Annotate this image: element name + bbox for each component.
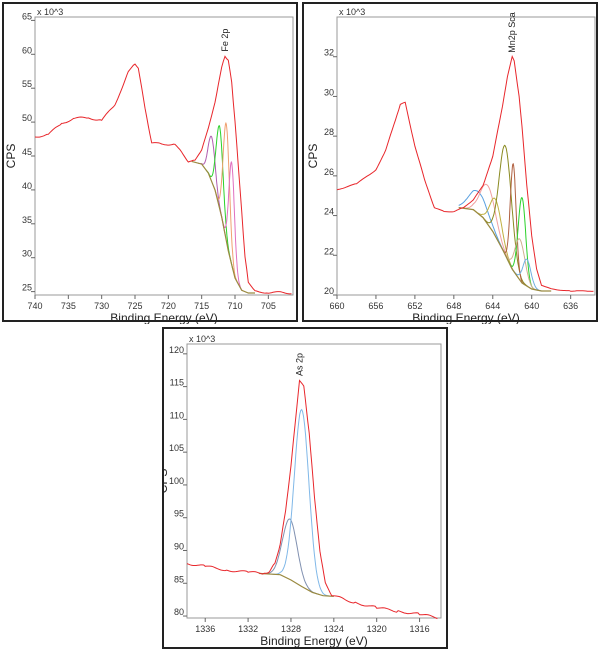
mn-2p-chart: 660 656 652 648 644 640 636 20 22 24 26 28 30 32 Bindi… (302, 2, 598, 324)
component-peak (458, 190, 516, 273)
x-tick-label: 652 (407, 301, 422, 311)
component-peak (260, 518, 320, 595)
y-multiplier: x 10^3 (37, 7, 63, 17)
component-peak (213, 121, 240, 286)
plot-area (34, 16, 294, 296)
fe-2p-chart: 740 735 730 725 720 715 710 705 25 30 35 40 45 50 55 60… (2, 2, 298, 324)
y-tick-label: 100 (169, 476, 184, 486)
plot-area (186, 343, 442, 619)
x-axis-label: Binding Energy (eV) (412, 311, 519, 324)
y-tick-label: 55 (22, 79, 32, 89)
x-tick-label: 644 (485, 301, 500, 311)
x-axis-label: Binding Energy (eV) (110, 311, 217, 324)
component-peak (272, 408, 331, 597)
y-tick-label: 115 (170, 378, 184, 388)
x-tick-label: 735 (61, 301, 76, 311)
peak-label: Fe 2p (220, 29, 230, 52)
y-tick-label: 28 (324, 127, 334, 137)
y-tick-label: 45 (22, 147, 32, 157)
x-tick-label: 648 (446, 301, 461, 311)
y-tick-label: 30 (22, 249, 32, 259)
y-tick-label: 50 (22, 113, 32, 123)
peak-label: Mn2p Sca (507, 12, 517, 53)
y-tick-label: 26 (324, 167, 334, 177)
y-tick-label: 80 (174, 607, 184, 617)
y-tick-label: 30 (324, 87, 334, 97)
y-tick-label: 120 (169, 345, 184, 355)
background-line (258, 572, 334, 597)
y-tick-label: 40 (22, 181, 32, 191)
y-tick-label: 105 (169, 443, 184, 453)
y-axis-label: CPS (4, 144, 18, 169)
x-tick-label: 1324 (324, 624, 344, 634)
peak-label: As 2p (295, 353, 305, 376)
x-tick-label: 1328 (281, 624, 301, 634)
y-tick-label: 20 (324, 286, 334, 296)
y-tick-label: 32 (324, 48, 334, 58)
plot-area (336, 16, 596, 296)
x-tick-label: 725 (127, 301, 142, 311)
background-line (191, 160, 255, 294)
x-tick-label: 1332 (238, 624, 258, 634)
as-2p-chart: 1336 1332 1328 1324 1320 1316 80 85 90 95 100 105 11… (162, 327, 448, 649)
y-tick-label: 65 (22, 11, 32, 21)
y-tick-label: 90 (174, 541, 184, 551)
x-axis-label: Binding Energy (eV) (260, 634, 367, 648)
x-tick-label: 715 (194, 301, 209, 311)
x-tick-label: 1316 (410, 624, 430, 634)
y-axis-label: CPS (164, 469, 170, 494)
x-tick-label: 636 (563, 301, 578, 311)
component-peak (480, 144, 531, 289)
y-tick-label: 22 (324, 246, 334, 256)
y-tick-label: 24 (324, 207, 334, 217)
x-tick-label: 1336 (195, 624, 215, 634)
y-tick-label: 110 (170, 410, 184, 420)
x-tick-label: 660 (329, 301, 344, 311)
x-tick-label: 740 (27, 301, 42, 311)
x-tick-label: 640 (524, 301, 539, 311)
background-line (458, 207, 552, 292)
x-tick-label: 720 (161, 301, 176, 311)
x-tick-label: 705 (261, 301, 276, 311)
y-axis-label: CPS (306, 144, 320, 169)
y-tick-label: 25 (22, 283, 32, 293)
spectrum-line (186, 379, 438, 620)
x-tick-label: 710 (227, 301, 242, 311)
spectrum-line (336, 54, 594, 292)
x-tick-label: 730 (94, 301, 109, 311)
y-multiplier: x 10^3 (189, 334, 215, 344)
x-tick-label: 656 (368, 301, 383, 311)
y-tick-label: 35 (22, 215, 32, 225)
x-tick-label: 1320 (367, 624, 387, 634)
component-peak (501, 162, 526, 286)
y-tick-label: 85 (174, 574, 184, 584)
y-tick-label: 60 (22, 45, 32, 55)
y-tick-label: 95 (174, 509, 184, 519)
spectrum-line (34, 55, 292, 295)
y-multiplier: x 10^3 (339, 7, 365, 17)
